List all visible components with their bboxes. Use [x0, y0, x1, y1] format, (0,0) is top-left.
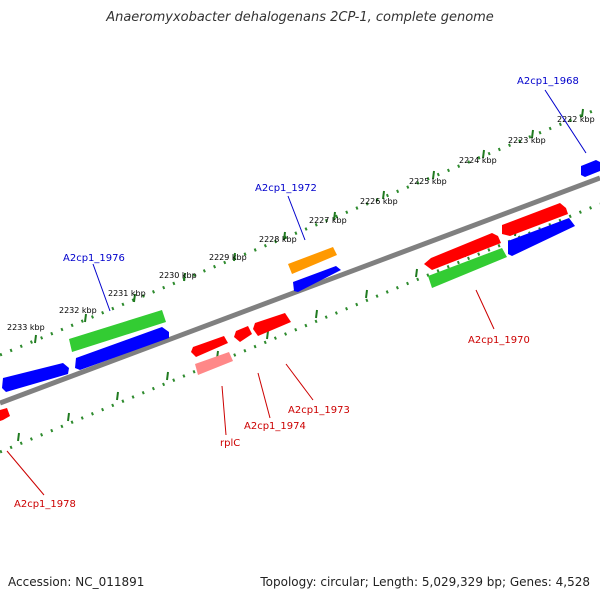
leader-line [475, 289, 495, 330]
ruler-label: 2224 kbp [459, 156, 497, 165]
gene-label[interactable]: A2cp1_1968 [517, 76, 579, 87]
gene-feature-green[interactable] [428, 248, 507, 288]
leader-line [287, 195, 306, 241]
gene-feature-red[interactable] [0, 408, 10, 421]
gene-feature-blue[interactable] [2, 363, 69, 392]
gene-label[interactable]: A2cp1_1976 [63, 253, 125, 264]
ruler-label: 2231 kbp [108, 289, 146, 298]
gene-label[interactable]: A2cp1_1973 [288, 405, 350, 416]
leader-line [92, 263, 111, 312]
gene-label[interactable]: A2cp1_1978 [14, 499, 76, 510]
gene-label[interactable]: A2cp1_1974 [244, 421, 306, 432]
ruler-label: 2229 kbp [209, 253, 247, 262]
ruler-label: 2223 kbp [508, 136, 546, 145]
gene-feature-red[interactable] [502, 203, 568, 236]
gene-feature-red[interactable] [191, 336, 228, 357]
leader-line [285, 363, 314, 401]
ruler-label: 2226 kbp [360, 197, 398, 206]
leader-line [257, 372, 271, 419]
genome-stats-text: Topology: circular; Length: 5,029,329 bp… [260, 575, 590, 589]
ruler-label: 2228 kbp [259, 235, 297, 244]
gene-feature-blue[interactable] [508, 218, 575, 256]
accession-text: Accession: NC_011891 [8, 575, 145, 589]
map-title: Anaeromyxobacter dehalogenans 2CP-1, com… [106, 10, 494, 25]
gene-feature-pink[interactable] [195, 352, 233, 375]
ruler-label: 2230 kbp [159, 271, 197, 280]
leader-line [221, 385, 227, 436]
ruler-label: 2225 kbp [409, 177, 447, 186]
gene-label[interactable]: rplC [220, 438, 240, 449]
ruler-label: 2232 kbp [59, 306, 97, 315]
leader-line [544, 89, 587, 154]
outer-ruler-ticks [34, 108, 584, 344]
ruler-label: 2227 kbp [309, 216, 347, 225]
gene-feature-red[interactable] [253, 313, 291, 336]
leader-line [6, 450, 45, 496]
outer-ruler [0, 106, 600, 357]
gene-feature-blue[interactable] [75, 327, 169, 370]
gene-feature-red[interactable] [424, 233, 501, 270]
ruler-label: 2222 kbp [557, 115, 595, 124]
gene-feature-blue[interactable] [293, 266, 341, 292]
gene-feature-green[interactable] [69, 310, 166, 352]
gene-feature-red[interactable] [234, 326, 252, 342]
gene-label[interactable]: A2cp1_1972 [255, 183, 317, 194]
gene-feature-blue[interactable] [581, 160, 600, 177]
gene-label[interactable]: A2cp1_1970 [468, 335, 530, 346]
ruler-label: 2233 kbp [7, 323, 45, 332]
gene-feature-orange[interactable] [288, 247, 337, 274]
